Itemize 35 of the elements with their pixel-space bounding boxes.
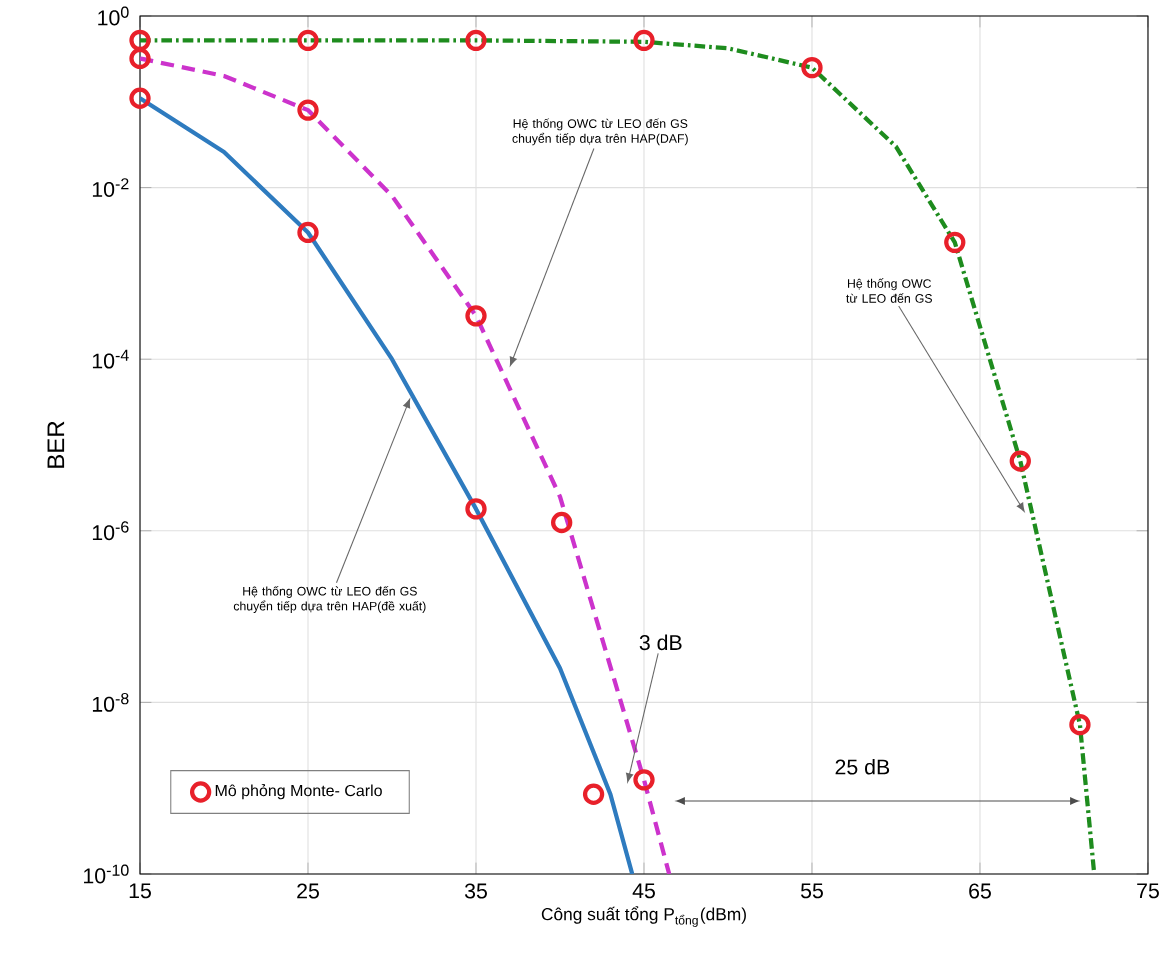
x-tick-label: 25 — [297, 883, 319, 899]
y-tick-label: 10$^{-4}$ — [92, 349, 129, 369]
point — [1009, 450, 1031, 472]
point — [801, 56, 823, 79]
y-tick-label: 10$^{-10}$ — [84, 864, 129, 884]
x-tick-label: 15 — [129, 883, 151, 899]
x-tick-label: 75 — [1137, 883, 1159, 899]
point — [465, 498, 487, 520]
point — [633, 769, 655, 791]
legend-label: Mô phỏng Monte- Carlo — [215, 783, 382, 800]
x-tick-label: 55 — [800, 883, 823, 899]
y-axis-title: BER — [47, 421, 65, 468]
y-tick-label: 10$^{-2}$ — [92, 178, 129, 198]
point — [129, 29, 151, 52]
annotation: 25 dB — [835, 758, 890, 775]
point — [582, 783, 605, 805]
point — [1069, 713, 1091, 736]
x-tick-label: 45 — [632, 883, 655, 899]
x-tick-label: 35 — [464, 883, 487, 899]
y-tick-label: 10$^{-6}$ — [92, 521, 129, 541]
point — [129, 47, 151, 70]
y-tick-label: 10$^{0}$ — [98, 6, 129, 26]
point — [297, 221, 319, 244]
point — [129, 87, 151, 109]
point — [465, 29, 487, 52]
point — [297, 29, 319, 52]
point — [633, 29, 655, 52]
point — [297, 99, 319, 121]
annotation: 3 dB — [639, 634, 682, 651]
x-axis-title: Công suất tổng P$_{tổng}$(dBm) — [541, 906, 746, 927]
x-tick-label: 65 — [969, 883, 991, 899]
y-tick-label: 10$^{-8}$ — [92, 692, 129, 712]
point — [465, 305, 487, 327]
point — [944, 231, 966, 254]
point — [551, 511, 573, 534]
